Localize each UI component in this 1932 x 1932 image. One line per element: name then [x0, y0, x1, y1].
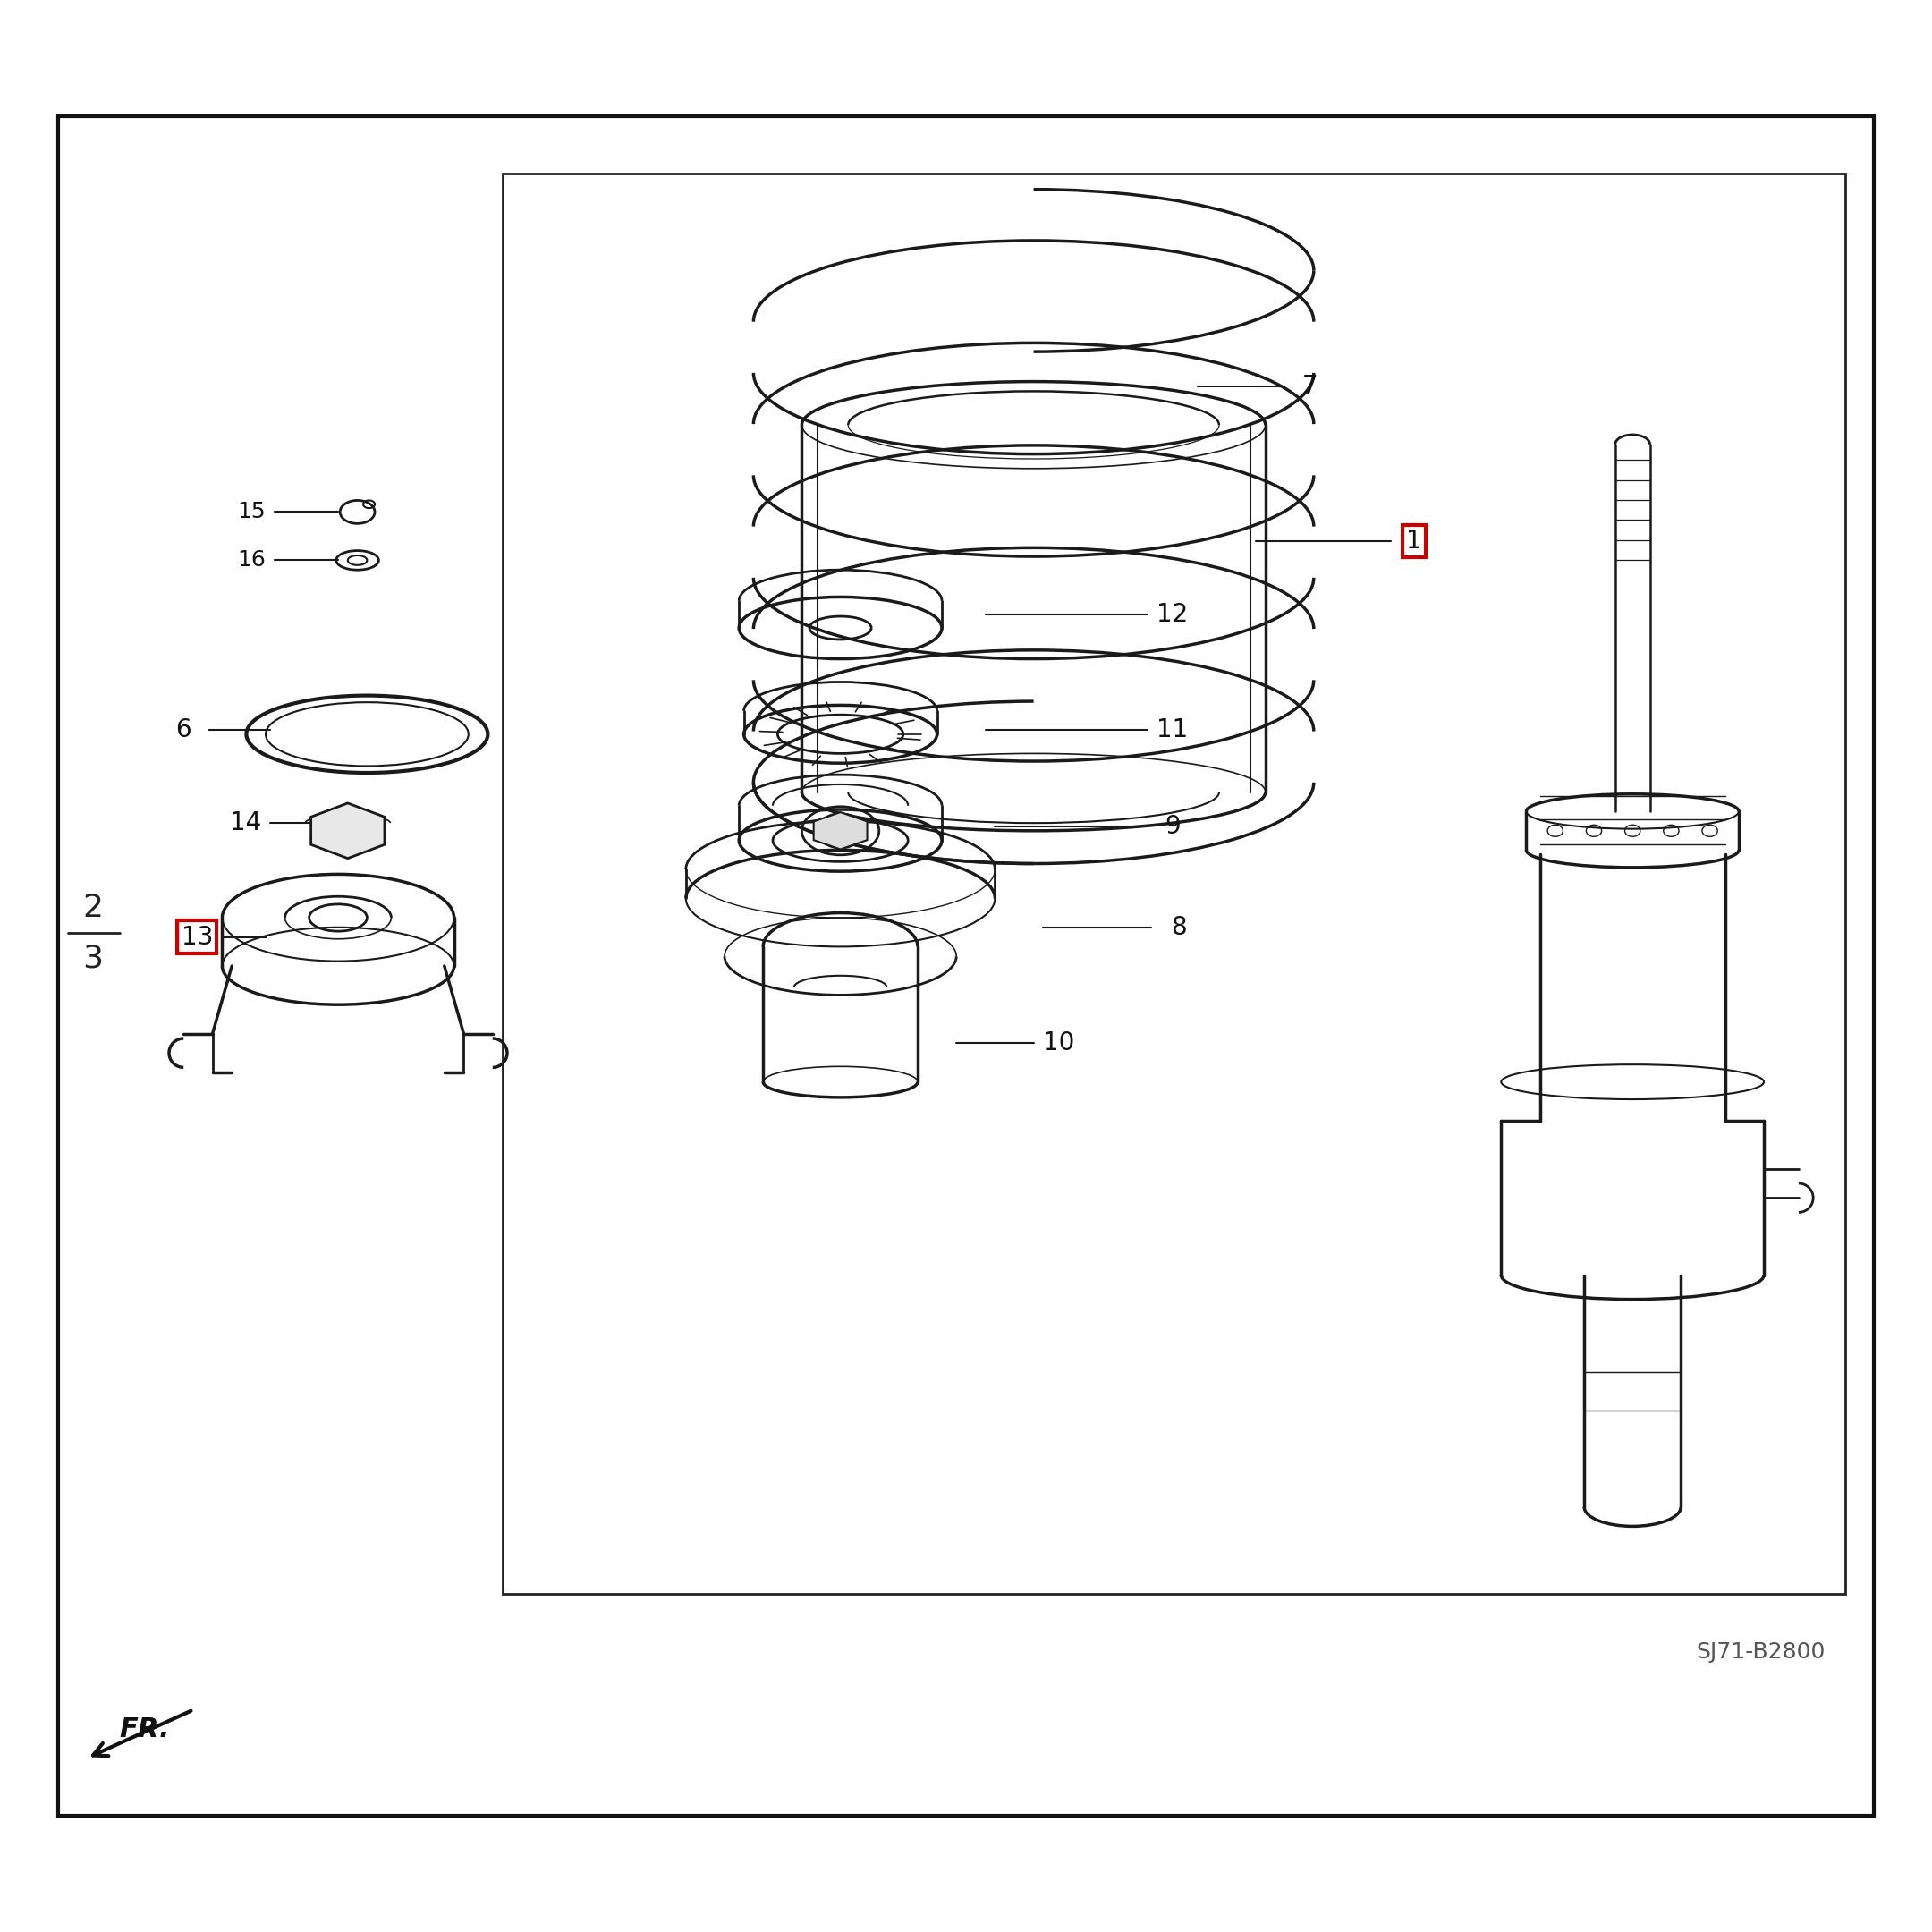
Text: 3: 3: [83, 943, 102, 974]
Text: 2: 2: [83, 893, 102, 923]
Text: 12: 12: [1157, 603, 1188, 626]
Polygon shape: [311, 804, 384, 858]
Text: 10: 10: [1043, 1032, 1074, 1055]
Bar: [58, 116, 1874, 1816]
Text: 9: 9: [1165, 815, 1180, 838]
Text: 11: 11: [1157, 719, 1188, 742]
Text: SJ71-B2800: SJ71-B2800: [1696, 1640, 1826, 1663]
Text: FR.: FR.: [120, 1716, 170, 1743]
Text: 15: 15: [238, 500, 265, 524]
Text: 8: 8: [1171, 916, 1186, 939]
Text: 16: 16: [238, 549, 265, 572]
Polygon shape: [813, 811, 867, 850]
Text: 1: 1: [1406, 529, 1422, 553]
Text: 14: 14: [230, 811, 261, 835]
Bar: [502, 174, 1845, 1594]
Text: 6: 6: [176, 719, 191, 742]
Text: 13: 13: [182, 925, 213, 949]
Text: 7: 7: [1302, 375, 1318, 398]
